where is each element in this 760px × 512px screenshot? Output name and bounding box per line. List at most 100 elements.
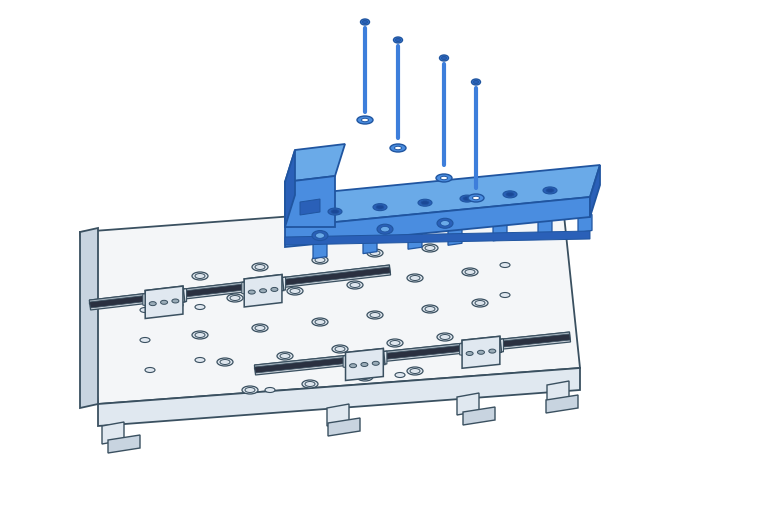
Ellipse shape xyxy=(220,359,230,365)
Polygon shape xyxy=(538,219,552,237)
Polygon shape xyxy=(285,150,295,227)
Ellipse shape xyxy=(195,305,205,309)
Polygon shape xyxy=(408,231,422,249)
Polygon shape xyxy=(280,277,286,290)
Polygon shape xyxy=(90,267,391,308)
Polygon shape xyxy=(346,349,383,380)
Polygon shape xyxy=(244,274,283,295)
Polygon shape xyxy=(313,241,327,259)
Ellipse shape xyxy=(500,263,510,267)
Ellipse shape xyxy=(472,299,488,307)
Ellipse shape xyxy=(312,318,328,326)
Ellipse shape xyxy=(312,256,328,264)
Polygon shape xyxy=(457,393,479,415)
Ellipse shape xyxy=(373,204,387,210)
Polygon shape xyxy=(102,422,124,444)
Polygon shape xyxy=(327,404,349,426)
Ellipse shape xyxy=(260,289,267,293)
Ellipse shape xyxy=(546,188,554,193)
Ellipse shape xyxy=(230,295,240,301)
Ellipse shape xyxy=(360,19,369,25)
Polygon shape xyxy=(285,197,590,247)
Ellipse shape xyxy=(475,301,485,306)
Polygon shape xyxy=(145,286,183,318)
Ellipse shape xyxy=(347,281,363,289)
Ellipse shape xyxy=(252,324,268,332)
Ellipse shape xyxy=(410,275,420,281)
Ellipse shape xyxy=(370,250,380,255)
Ellipse shape xyxy=(350,283,360,288)
Ellipse shape xyxy=(252,263,268,271)
Ellipse shape xyxy=(360,374,370,379)
Ellipse shape xyxy=(503,191,517,198)
Ellipse shape xyxy=(280,353,290,358)
Ellipse shape xyxy=(315,319,325,325)
Ellipse shape xyxy=(328,208,342,215)
Ellipse shape xyxy=(489,349,496,353)
Ellipse shape xyxy=(255,326,265,331)
Polygon shape xyxy=(80,228,98,408)
Ellipse shape xyxy=(170,303,180,308)
Polygon shape xyxy=(346,349,385,369)
Ellipse shape xyxy=(422,244,438,252)
Ellipse shape xyxy=(377,224,393,234)
Ellipse shape xyxy=(367,311,383,319)
Ellipse shape xyxy=(421,201,429,205)
Polygon shape xyxy=(381,351,387,364)
Polygon shape xyxy=(255,332,569,369)
Ellipse shape xyxy=(335,347,345,352)
Ellipse shape xyxy=(468,194,484,202)
Ellipse shape xyxy=(315,233,325,238)
Ellipse shape xyxy=(376,205,384,209)
Polygon shape xyxy=(448,227,462,245)
Ellipse shape xyxy=(305,381,315,387)
Ellipse shape xyxy=(195,273,205,279)
Polygon shape xyxy=(244,274,282,307)
Ellipse shape xyxy=(367,249,383,257)
Ellipse shape xyxy=(390,144,406,152)
Polygon shape xyxy=(242,282,248,294)
Ellipse shape xyxy=(425,245,435,250)
Ellipse shape xyxy=(140,308,150,312)
Ellipse shape xyxy=(271,287,278,291)
Polygon shape xyxy=(343,355,349,368)
Ellipse shape xyxy=(506,193,514,197)
Ellipse shape xyxy=(466,351,473,355)
Ellipse shape xyxy=(370,312,380,317)
Ellipse shape xyxy=(357,116,373,124)
Ellipse shape xyxy=(350,364,356,368)
Ellipse shape xyxy=(460,195,474,202)
Ellipse shape xyxy=(331,209,339,214)
Ellipse shape xyxy=(332,345,348,353)
Ellipse shape xyxy=(437,218,453,228)
Ellipse shape xyxy=(160,301,167,304)
Polygon shape xyxy=(463,407,495,425)
Ellipse shape xyxy=(437,333,453,341)
Ellipse shape xyxy=(192,272,208,280)
Ellipse shape xyxy=(439,55,448,61)
Ellipse shape xyxy=(242,386,258,394)
Polygon shape xyxy=(300,199,320,215)
Ellipse shape xyxy=(361,362,368,367)
Ellipse shape xyxy=(442,56,447,59)
Ellipse shape xyxy=(441,221,449,226)
Ellipse shape xyxy=(410,369,420,373)
Polygon shape xyxy=(578,215,592,232)
Ellipse shape xyxy=(422,305,438,313)
Ellipse shape xyxy=(315,258,325,263)
Polygon shape xyxy=(285,176,335,227)
Polygon shape xyxy=(255,332,571,375)
Polygon shape xyxy=(493,223,507,241)
Ellipse shape xyxy=(477,350,484,354)
Polygon shape xyxy=(328,418,360,436)
Polygon shape xyxy=(181,289,187,302)
Ellipse shape xyxy=(387,339,403,347)
Polygon shape xyxy=(255,334,570,373)
Ellipse shape xyxy=(245,388,255,393)
Polygon shape xyxy=(98,368,580,426)
Ellipse shape xyxy=(407,274,423,282)
Ellipse shape xyxy=(463,197,471,201)
Ellipse shape xyxy=(372,361,379,365)
Ellipse shape xyxy=(249,290,255,294)
Ellipse shape xyxy=(265,388,275,393)
